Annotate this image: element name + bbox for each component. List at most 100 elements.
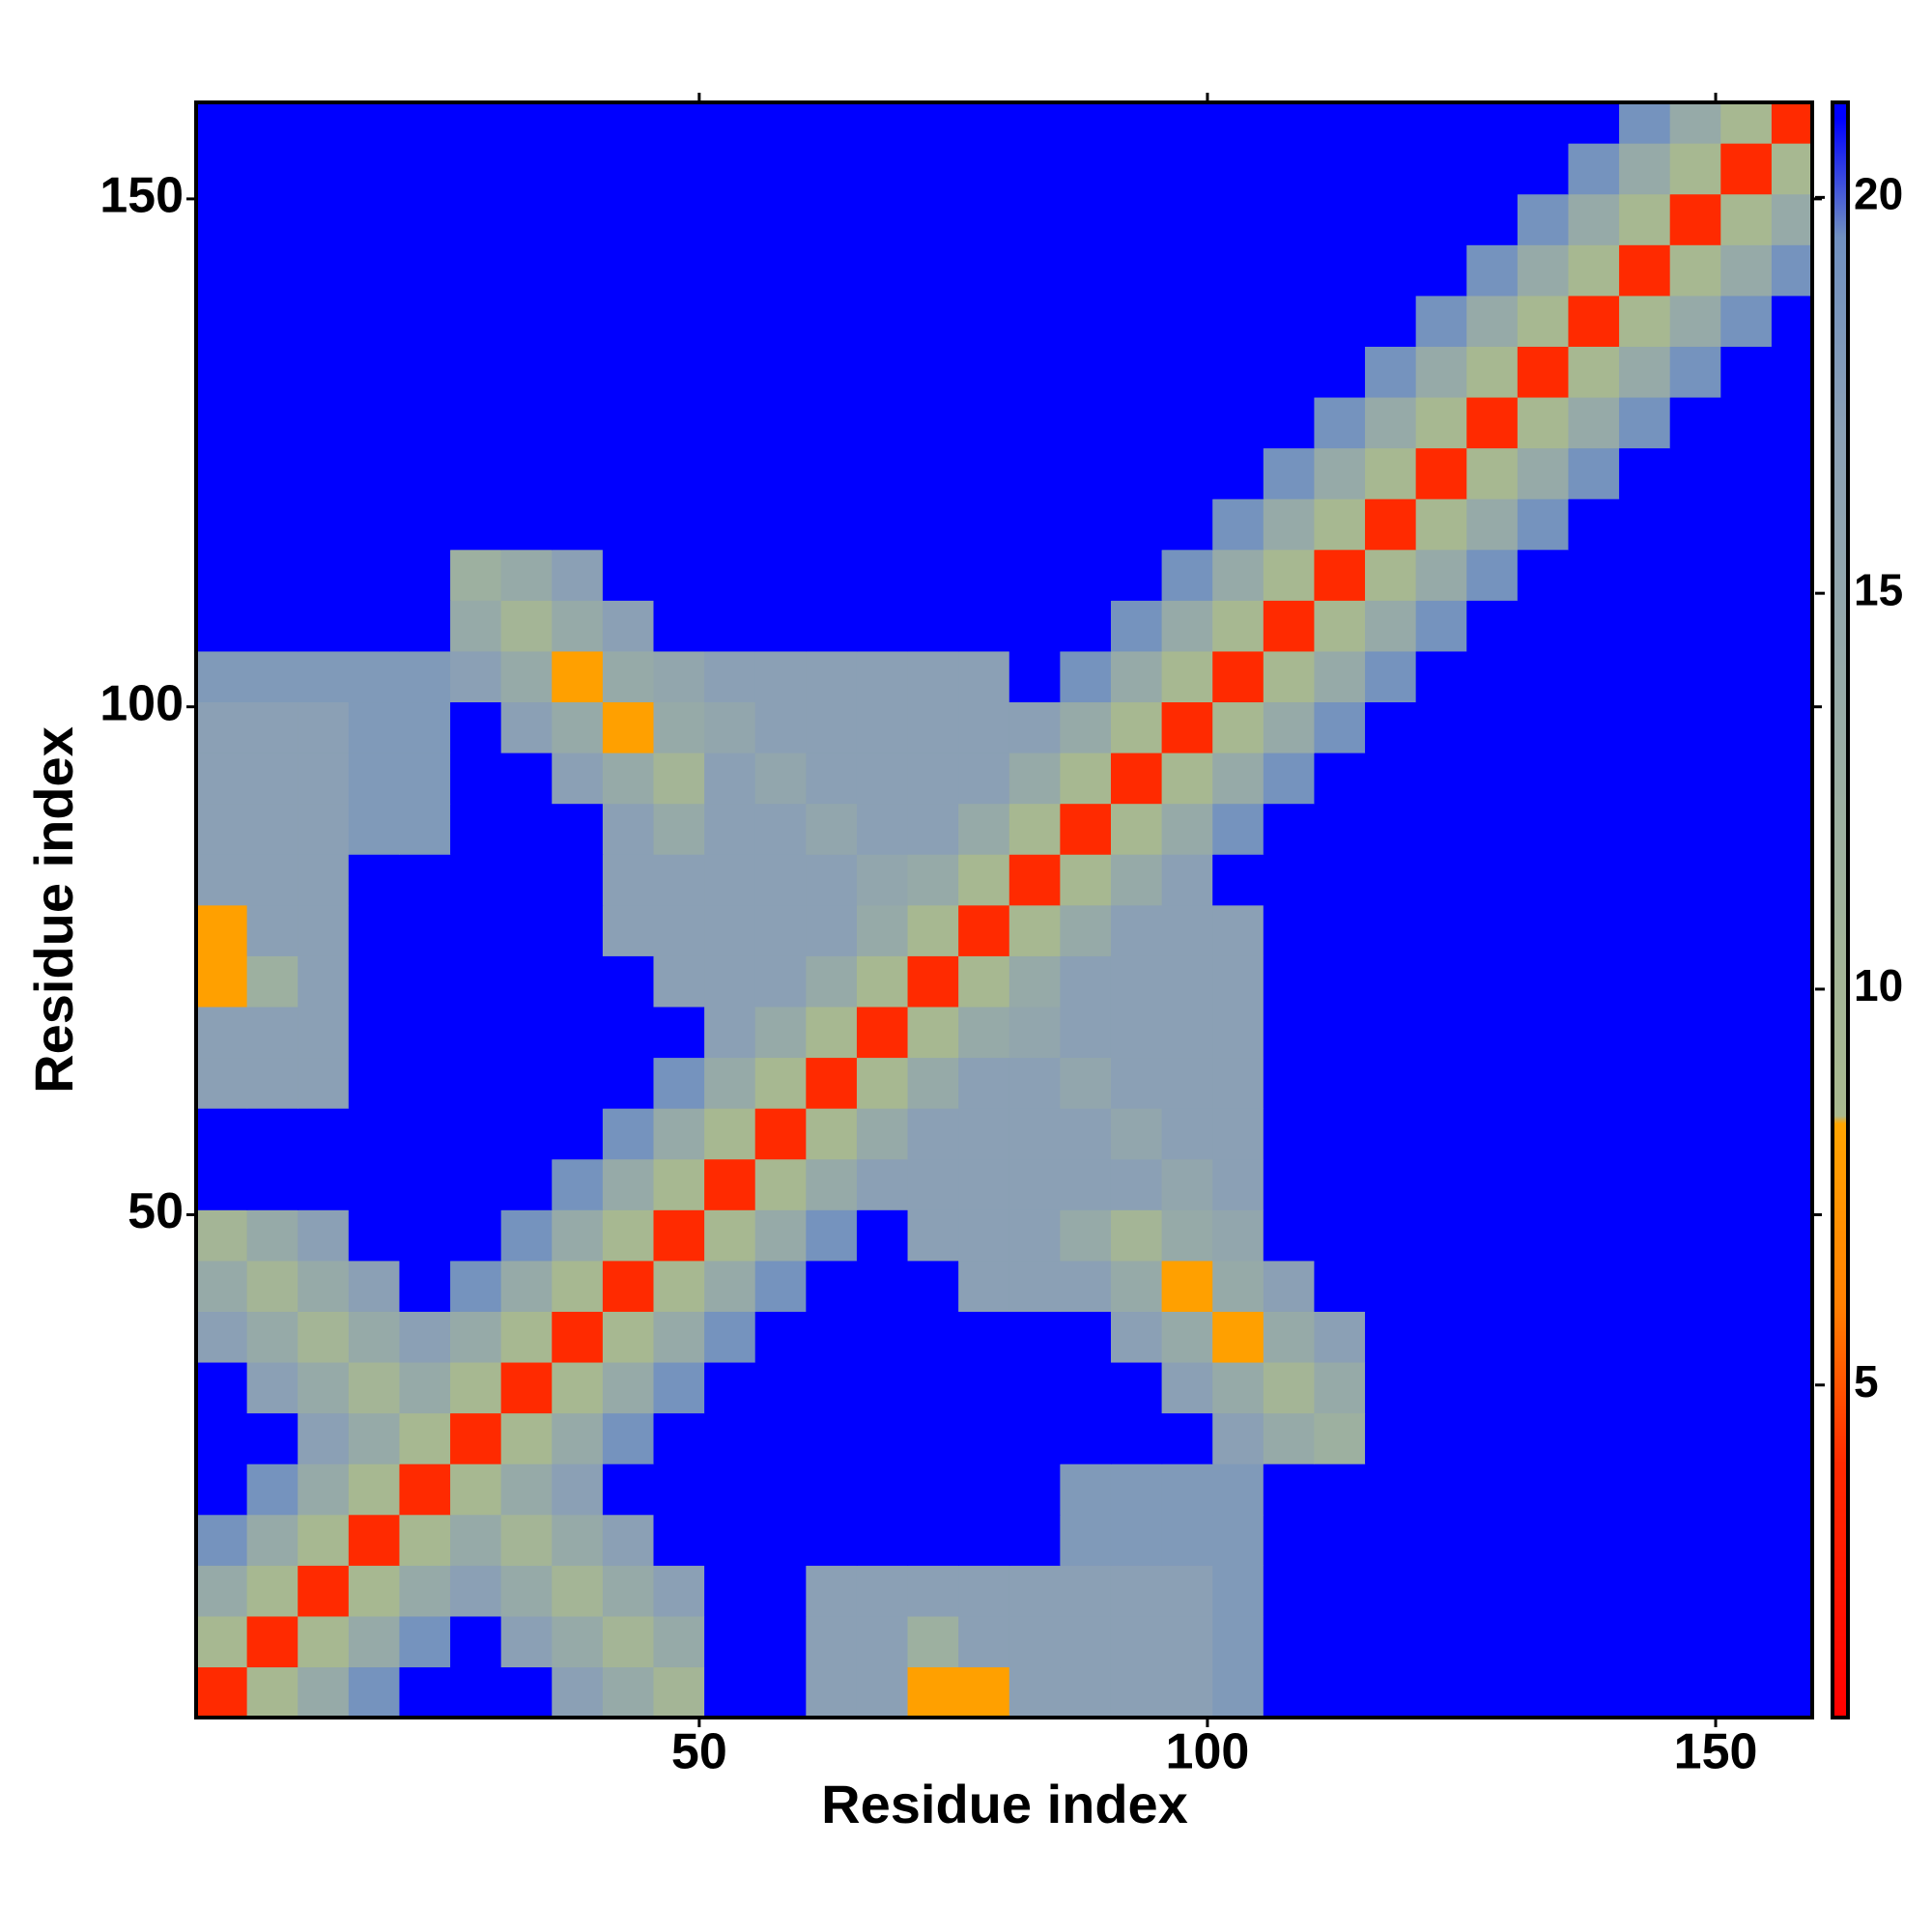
heatmap-cell (958, 1361, 1010, 1414)
heatmap-cell (1669, 1514, 1721, 1566)
heatmap-cell (602, 102, 655, 144)
heatmap-cell (1110, 854, 1163, 906)
heatmap-cell (246, 854, 298, 906)
heatmap-cell (653, 1412, 705, 1464)
heatmap-cell (348, 1158, 401, 1210)
heatmap-cell (907, 650, 959, 703)
heatmap-cell (1720, 102, 1773, 144)
heatmap-cell (1060, 1006, 1112, 1059)
heatmap-cell (1161, 346, 1213, 398)
heatmap-cell (704, 1361, 756, 1414)
heatmap-cell (399, 1006, 451, 1059)
heatmap-cell (1568, 1260, 1620, 1312)
heatmap-cell (1720, 600, 1773, 652)
heatmap-cell (1060, 1565, 1112, 1617)
heatmap-cell (1771, 753, 1812, 805)
heatmap-cell (1009, 1311, 1061, 1363)
heatmap-cell (1720, 1412, 1773, 1464)
heatmap-cell (1161, 803, 1213, 855)
heatmap-cell (552, 1057, 604, 1109)
heatmap-cell (450, 346, 502, 398)
heatmap-cell (1212, 143, 1264, 195)
heatmap-cell (399, 600, 451, 652)
heatmap-cell (399, 1412, 451, 1464)
heatmap-cell (1720, 295, 1773, 347)
heatmap-cell (1720, 193, 1773, 245)
heatmap-cell (552, 650, 604, 703)
heatmap-cell (1466, 143, 1519, 195)
heatmap-cell (552, 1565, 604, 1617)
heatmap-cell (754, 955, 807, 1008)
heatmap-cell (704, 753, 756, 805)
heatmap-cell (1415, 955, 1467, 1008)
heatmap-cell (653, 549, 705, 601)
heatmap-cell (1009, 244, 1061, 297)
heatmap-cell (1517, 955, 1570, 1008)
heatmap-cell (196, 244, 248, 297)
heatmap-cell (1009, 143, 1061, 195)
heatmap-cell (1669, 1412, 1721, 1464)
heatmap-cell (1517, 549, 1570, 601)
heatmap-cell (704, 1615, 756, 1668)
heatmap-cell (958, 244, 1010, 297)
heatmap-cell (1161, 1615, 1213, 1668)
heatmap-cell (1771, 1361, 1812, 1414)
heatmap-cell (1365, 447, 1417, 499)
heatmap-cell (653, 295, 705, 347)
heatmap-cell (298, 1209, 350, 1262)
heatmap-cell (754, 1615, 807, 1668)
heatmap-cell (552, 904, 604, 956)
heatmap-cell (1771, 803, 1812, 855)
heatmap-cell (806, 1615, 858, 1668)
heatmap-cell (653, 102, 705, 144)
heatmap-cell (856, 955, 909, 1008)
heatmap-cell (1009, 803, 1061, 855)
heatmap-cell (246, 1006, 298, 1059)
heatmap-cell (552, 549, 604, 601)
heatmap-cell (806, 1158, 858, 1210)
heatmap-cell (1771, 498, 1812, 551)
heatmap-cell (1060, 1057, 1112, 1109)
heatmap-cell (1060, 244, 1112, 297)
heatmap-cell (907, 143, 959, 195)
heatmap-cell (1161, 1209, 1213, 1262)
heatmap-cell (1415, 1615, 1467, 1668)
heatmap-cell (1466, 803, 1519, 855)
heatmap-cell (1110, 1412, 1163, 1464)
heatmap-cell (1517, 1108, 1570, 1160)
heatmap-cell (653, 1615, 705, 1668)
heatmap-cell (246, 102, 298, 144)
heatmap-cell (1263, 1361, 1316, 1414)
heatmap-cell (1212, 1057, 1264, 1109)
heatmap-cell (1110, 1463, 1163, 1516)
heatmap-cell (1110, 1158, 1163, 1210)
heatmap-cell (1568, 1158, 1620, 1210)
heatmap-cell (1619, 447, 1671, 499)
heatmap-cell (1517, 1006, 1570, 1059)
heatmap-cell (1060, 955, 1112, 1008)
heatmap-cell (1365, 1514, 1417, 1566)
heatmap-cell (1771, 1412, 1812, 1464)
heatmap-cell (1060, 854, 1112, 906)
heatmap-cell (958, 1158, 1010, 1210)
heatmap-cell (806, 803, 858, 855)
heatmap-cell (806, 753, 858, 805)
heatmap-cell (958, 1006, 1010, 1059)
heatmap-cell (602, 1463, 655, 1516)
heatmap-cell (1314, 346, 1366, 398)
heatmap-cell (348, 346, 401, 398)
heatmap-cell (399, 295, 451, 347)
heatmap-cell (552, 102, 604, 144)
heatmap-cell (1263, 1108, 1316, 1160)
heatmap-cell (500, 143, 553, 195)
heatmap-cell (704, 447, 756, 499)
heatmap-cell (1110, 1057, 1163, 1109)
heatmap-cell (958, 1260, 1010, 1312)
heatmap-cell (196, 1565, 248, 1617)
heatmap-cell (552, 1463, 604, 1516)
heatmap-cell (1466, 1412, 1519, 1464)
heatmap-cell (1009, 1158, 1061, 1210)
heatmap-cell (196, 1006, 248, 1059)
heatmap-cell (1415, 904, 1467, 956)
heatmap-cell (1212, 955, 1264, 1008)
